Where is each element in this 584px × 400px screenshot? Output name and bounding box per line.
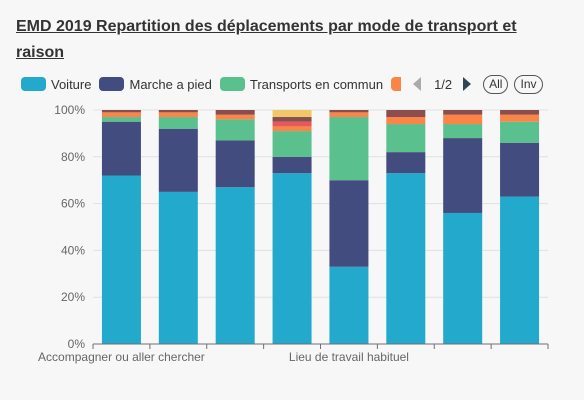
legend-item-marche[interactable]: Marche a pied bbox=[99, 76, 212, 92]
legend-swatch-voiture bbox=[21, 77, 46, 91]
legend-pager: 1/2 All Inv bbox=[413, 74, 548, 94]
bar-segment[interactable] bbox=[500, 142, 540, 197]
legend-label-marche: Marche a pied bbox=[129, 76, 212, 92]
bar-segment[interactable] bbox=[215, 110, 255, 115]
bar-segment[interactable] bbox=[101, 121, 141, 176]
chart-title: EMD 2019 Repartition des déplacements pa… bbox=[16, 18, 517, 61]
bar-segment[interactable] bbox=[215, 114, 255, 120]
legend: Voiture Marche a pied Transports en comm… bbox=[21, 73, 549, 95]
bar-segment[interactable] bbox=[329, 112, 369, 118]
axes-group: 0% 20% 40% 60% 80% 100% Accompagner ou aller c… bbox=[38, 103, 549, 364]
bar-segment[interactable] bbox=[272, 121, 312, 127]
bar-segment[interactable] bbox=[272, 173, 312, 344]
bar-segment[interactable] bbox=[500, 121, 540, 143]
bar-segment[interactable] bbox=[500, 114, 540, 122]
legend-item-voiture[interactable]: Voiture bbox=[21, 77, 91, 92]
bar-segment[interactable] bbox=[101, 175, 141, 344]
legend-next-page-icon[interactable] bbox=[463, 77, 472, 91]
bar-segment[interactable] bbox=[443, 212, 483, 344]
bar-segment[interactable] bbox=[158, 117, 198, 129]
bar-segment[interactable] bbox=[443, 110, 483, 115]
y-tick-label: 40% bbox=[61, 243, 85, 257]
legend-prev-page-icon[interactable] bbox=[413, 77, 422, 91]
bar-segment[interactable] bbox=[215, 187, 255, 344]
legend-swatch-transports bbox=[219, 77, 245, 91]
bar-segment[interactable] bbox=[158, 112, 198, 118]
bar-segment[interactable] bbox=[386, 110, 426, 118]
y-tick-label: 80% bbox=[61, 150, 85, 164]
bar-segment[interactable] bbox=[158, 110, 198, 113]
legend-swatch-marche bbox=[99, 77, 125, 91]
bar-segment[interactable] bbox=[272, 117, 312, 122]
legend-label-voiture: Voiture bbox=[51, 76, 92, 92]
bar-segment[interactable] bbox=[386, 124, 426, 153]
bar-segment[interactable] bbox=[215, 119, 255, 141]
bar-segment[interactable] bbox=[272, 126, 312, 132]
y-tick-label: 60% bbox=[61, 197, 85, 211]
bar-segment[interactable] bbox=[443, 138, 483, 213]
bar-segment[interactable] bbox=[215, 140, 255, 188]
bar-segment[interactable] bbox=[272, 131, 312, 157]
y-tick-label: 0% bbox=[68, 337, 86, 351]
y-tick-label: 100% bbox=[54, 103, 85, 117]
bar-segment[interactable] bbox=[386, 173, 426, 344]
bar-segment[interactable] bbox=[329, 180, 369, 267]
bar-segment[interactable] bbox=[158, 191, 198, 344]
bar-segment[interactable] bbox=[443, 124, 483, 139]
bars-group bbox=[101, 110, 540, 344]
legend-page-indicator: 1/2 bbox=[434, 76, 453, 92]
bar-segment[interactable] bbox=[329, 266, 369, 344]
legend-inv-button[interactable]: Inv bbox=[514, 74, 543, 94]
bar-segment[interactable] bbox=[101, 117, 141, 122]
bar-segment[interactable] bbox=[158, 128, 198, 192]
bar-segment[interactable] bbox=[500, 196, 540, 344]
legend-all-button[interactable]: All bbox=[483, 74, 509, 94]
y-tick-label: 20% bbox=[61, 290, 85, 304]
bar-segment[interactable] bbox=[101, 112, 141, 118]
bar-segment[interactable] bbox=[500, 110, 540, 115]
legend-swatch-clipped[interactable] bbox=[391, 77, 402, 91]
bar-segment[interactable] bbox=[386, 152, 426, 174]
legend-item-transports[interactable]: Transports en commun bbox=[219, 76, 384, 92]
bar-segment[interactable] bbox=[272, 156, 312, 174]
x-tick-label: Accompagner ou aller chercher bbox=[38, 350, 205, 364]
bar-segment[interactable] bbox=[443, 114, 483, 125]
bar-segment[interactable] bbox=[329, 110, 369, 113]
bar-segment[interactable] bbox=[101, 110, 141, 113]
bar-segment[interactable] bbox=[329, 117, 369, 181]
x-tick-label: Lieu de travail habituel bbox=[289, 350, 409, 364]
bar-segment[interactable] bbox=[272, 110, 312, 118]
bar-segment[interactable] bbox=[386, 117, 426, 125]
legend-label-transports: Transports en commun bbox=[249, 76, 384, 92]
